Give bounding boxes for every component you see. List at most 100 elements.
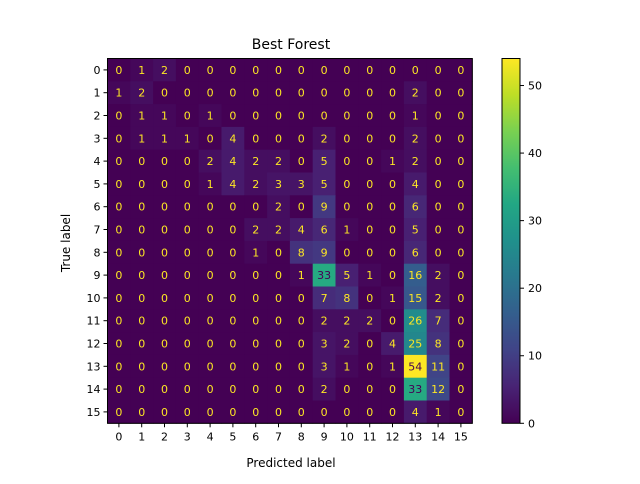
cell-value-label: 8	[343, 292, 350, 305]
cell-value-label: 0	[161, 315, 168, 328]
cell-value-label: 0	[229, 110, 236, 123]
heatmap-cell	[335, 332, 359, 356]
cell-value-label: 0	[161, 224, 168, 237]
cell-value-label: 0	[115, 315, 122, 328]
cell-value-label: 0	[275, 360, 282, 373]
heatmap-cell	[267, 104, 291, 128]
heatmap-cell	[449, 81, 473, 105]
y-tick-label: 5	[94, 178, 101, 191]
cell-value-label: 4	[298, 224, 305, 237]
cell-value-label: 0	[343, 87, 350, 100]
cell-value-label: 0	[435, 224, 442, 237]
heatmap-cell	[403, 195, 428, 219]
heatmap-cell	[175, 286, 200, 310]
cell-value-label: 0	[457, 132, 464, 145]
cell-value-label: 0	[229, 64, 236, 77]
cell-value-label: 5	[321, 155, 328, 168]
heatmap-cell	[335, 149, 359, 173]
heatmap-cell	[244, 240, 268, 265]
heatmap-cell	[244, 195, 268, 219]
heatmap-cell	[403, 81, 428, 105]
cell-value-label: 1	[252, 246, 259, 259]
cell-value-label: 0	[184, 315, 191, 328]
heatmap-cell	[358, 332, 382, 356]
x-tick-label: 8	[298, 430, 305, 443]
cell-value-label: 0	[343, 178, 350, 191]
cell-value-label: 0	[115, 292, 122, 305]
heatmap-cell	[107, 58, 131, 82]
cell-value-label: 0	[252, 269, 259, 282]
cell-value-label: 0	[229, 383, 236, 396]
heatmap-cell	[358, 195, 382, 219]
heatmap-cell	[221, 332, 245, 356]
heatmap-cell	[107, 172, 131, 196]
heatmap-cell	[289, 149, 314, 173]
heatmap-cell	[403, 354, 428, 379]
heatmap-cell	[267, 195, 291, 219]
cell-value-label: 33	[408, 383, 422, 396]
cell-value-label: 2	[252, 224, 259, 237]
heatmap-cell	[267, 58, 291, 82]
cell-value-label: 0	[161, 201, 168, 214]
cell-value-label: 0	[321, 110, 328, 123]
colorbar-tick-label: 10	[528, 350, 542, 363]
cell-value-label: 0	[343, 383, 350, 396]
heatmap-cell	[267, 377, 291, 401]
heatmap-cell	[198, 104, 222, 128]
y-tick-label: 12	[87, 338, 101, 351]
heatmap-cell	[267, 400, 291, 424]
colorbar-tick-label: 50	[528, 80, 542, 93]
heatmap-cell	[358, 400, 382, 424]
heatmap-cell	[267, 309, 291, 333]
heatmap-cell	[312, 126, 336, 151]
cell-value-label: 9	[321, 201, 328, 214]
colorbar	[501, 58, 521, 424]
cell-value-label: 0	[321, 64, 328, 77]
heatmap-cell	[426, 126, 450, 151]
heatmap-cell	[153, 126, 177, 151]
cell-value-label: 2	[343, 338, 350, 351]
heatmap-cell	[221, 377, 245, 401]
cell-value-label: 0	[435, 246, 442, 259]
y-tick-label: 0	[94, 64, 101, 77]
heatmap-cell	[198, 81, 222, 105]
cell-value-label: 0	[275, 110, 282, 123]
cell-value-label: 0	[298, 87, 305, 100]
cell-value-label: 1	[412, 110, 419, 123]
cell-value-label: 1	[435, 406, 442, 419]
heatmap-cell	[289, 172, 314, 196]
heatmap-cell	[244, 126, 268, 151]
cell-value-label: 1	[207, 110, 214, 123]
heatmap-cell	[244, 400, 268, 424]
cell-value-label: 0	[389, 269, 396, 282]
cell-value-label: 0	[161, 269, 168, 282]
heatmap-cell	[198, 172, 222, 196]
heatmap-cell	[335, 126, 359, 151]
cell-value-label: 0	[161, 292, 168, 305]
cell-value-label: 0	[366, 360, 373, 373]
cell-value-label: 5	[412, 224, 419, 237]
y-tick-label: 3	[94, 132, 101, 145]
heatmap-cell	[175, 126, 200, 151]
cell-value-label: 0	[435, 201, 442, 214]
cell-value-label: 0	[435, 64, 442, 77]
cell-value-label: 0	[366, 338, 373, 351]
cell-value-label: 0	[207, 87, 214, 100]
cell-value-label: 0	[161, 406, 168, 419]
heatmap-cell	[107, 149, 131, 173]
cell-value-label: 0	[298, 338, 305, 351]
heatmap-cell	[403, 104, 428, 128]
heatmap-cell	[312, 309, 336, 333]
cell-value-label: 0	[138, 246, 145, 259]
cell-value-label: 0	[389, 87, 396, 100]
heatmap-cell	[221, 218, 245, 242]
cell-value-label: 0	[435, 132, 442, 145]
heatmap-cell	[403, 58, 428, 82]
cell-value-label: 4	[229, 132, 236, 145]
heatmap-cell	[426, 58, 450, 82]
cell-value-label: 0	[115, 383, 122, 396]
heatmap-cell	[335, 240, 359, 265]
heatmap-cell	[289, 104, 314, 128]
cell-value-label: 0	[321, 406, 328, 419]
